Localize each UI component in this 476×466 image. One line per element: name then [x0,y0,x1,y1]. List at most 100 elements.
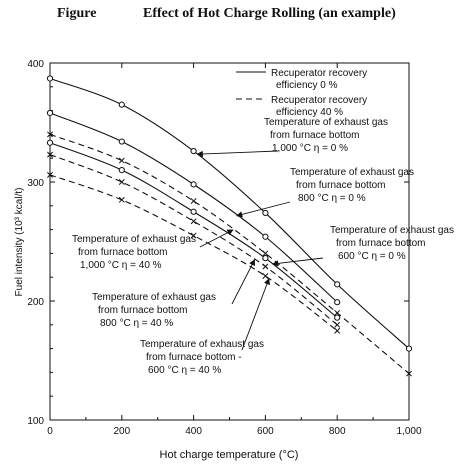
annotation-arrow [236,201,291,218]
annotation-s1000_0: Temperature of exhaust gas from furnace b… [196,117,388,158]
y-tick-label: 400 [27,59,44,70]
x-tick-label: 200 [113,426,130,437]
annotation-line: 1,000 °C η = 0 % [272,143,348,154]
data-point-circle [118,167,125,174]
cross-stroke [47,151,53,158]
annotation-arrow [199,229,234,248]
annotation-line: from furnace bottom [296,180,385,191]
annotation-s600_0: Temperature of exhaust gas from furnace b… [271,225,454,267]
data-point-circle [190,208,197,215]
legend-label: efficiency 40 % [276,107,343,118]
data-point-circle [334,314,341,321]
legend-label: Recuperator recovery [271,95,367,106]
series-group [46,75,413,377]
annotation-arrow [231,259,256,305]
annotation-arrow [196,150,279,158]
data-point-cross [334,321,341,328]
data-point-circle [262,209,269,217]
annotation-line: 600 °C η = 40 % [148,365,221,376]
x-tick-label: 800 [329,426,346,437]
series-line-s600_40 [49,174,338,332]
cross-stroke [190,218,197,225]
annotation-group: Temperature of exhaust gas from furnace b… [72,117,454,376]
annotation-s1000_40: Temperature of exhaust gas from furnace b… [72,229,234,271]
x-tick-label: 1,000 [396,426,421,437]
data-point-circle [334,281,341,288]
data-point-circle [334,299,341,306]
data-point-cross [190,198,197,204]
annotation-arrow [241,278,270,351]
y-tick-label: 200 [27,297,44,308]
data-point-cross [118,179,125,185]
y-axis-label: Fuel intensity (10³ kcal/t) [14,188,25,297]
data-point-circle [118,138,125,145]
annotation-s600_40: Temperature of exhaust gas from furnace b… [140,278,270,376]
annotation-arrow [271,257,324,267]
data-point-cross [262,250,269,257]
cross-stroke [334,321,341,328]
legend-label: Recuperator recovery [271,68,367,79]
annotation-line: 800 °C η = 0 % [298,193,366,204]
data-point-circle [46,139,54,146]
annotation-line: Temperature of exhaust gas [140,339,264,350]
x-tick-label: 400 [185,426,202,437]
series-line-s800_0 [49,112,338,303]
series-line-s800_40 [49,154,338,326]
cross-stroke [118,179,125,185]
data-point-circle [262,255,269,262]
cross-stroke [47,131,53,138]
axes: 0 200 400 600 800 1,000 100 200 300 400 [27,59,422,437]
data-point-cross [406,370,412,377]
annotation-line: from furnace bottom [78,247,167,258]
annotation-line: from furnace bottom [270,130,359,141]
data-point-cross [190,232,197,239]
data-point-cross [334,327,341,334]
annotation-line: Temperature of exhaust gas [330,225,454,236]
data-point-cross [118,196,125,203]
data-point-cross [262,273,269,279]
cross-stroke [190,232,197,239]
x-axis-label: Hot charge temperature (°C) [160,449,299,461]
x-tick-label: 0 [47,426,53,437]
cross-stroke [118,157,125,164]
data-point-cross [47,131,53,138]
annotation-line: from furnace bottom [98,305,187,316]
annotation-line: 1,000 °C η = 40 % [80,260,162,271]
annotation-line: Temperature of exhaust gas [264,117,388,128]
data-point-circle [190,147,197,155]
cross-stroke [262,273,269,279]
data-point-circle [46,109,54,117]
series-line-s1000_40 [49,133,410,375]
figure-label: Figure [57,6,97,21]
annotation-line: Temperature of exhaust gas [72,234,196,245]
data-point-cross [262,263,269,270]
annotation-line: 600 °C η = 0 % [338,251,406,262]
annotation-line: 800 °C η = 40 % [100,318,173,329]
cross-stroke [190,198,197,204]
x-tick-label: 600 [257,426,274,437]
annotation-s800_40: Temperature of exhaust gas from furnace b… [92,259,256,329]
data-point-cross [334,309,341,316]
data-point-cross [190,218,197,225]
annotation-line: Temperature of exhaust gas [92,292,216,303]
y-tick-label: 300 [27,178,44,189]
annotation-s800_0: Temperature of exhaust gas from furnace b… [236,167,414,218]
data-point-circle [46,75,54,82]
data-point-circle [190,181,197,188]
annotation-line: from furnace bottom - [146,352,242,363]
data-point-circle [118,101,125,108]
cross-stroke [262,263,269,270]
chart-title: Effect of Hot Charge Rolling (an example… [143,6,396,21]
cross-stroke [406,370,412,377]
y-tick-label: 100 [27,416,44,427]
data-point-circle [405,345,413,352]
cross-stroke [334,309,341,316]
data-point-cross [47,151,53,158]
cross-stroke [334,327,341,334]
data-point-cross [47,171,53,178]
data-point-circle [262,233,269,240]
cross-stroke [118,196,125,203]
cross-stroke [262,250,269,257]
